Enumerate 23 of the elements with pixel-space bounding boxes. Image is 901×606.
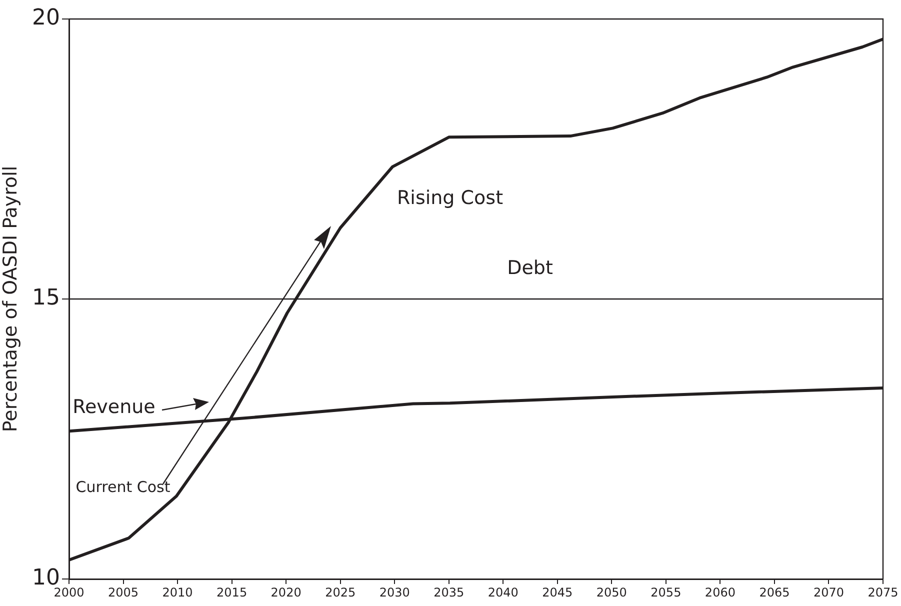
- x-tick-label: 2015: [216, 585, 248, 600]
- y-tick-label: 20: [32, 6, 60, 31]
- x-tick-label: 2060: [704, 585, 736, 600]
- annotation: Revenue: [72, 396, 156, 418]
- x-tick-label: 2000: [54, 585, 84, 600]
- x-tick-label: 2070: [813, 585, 844, 600]
- x-tick-label: 2030: [379, 585, 410, 600]
- y-axis-title: Percentage of OASDI Payroll: [0, 166, 22, 432]
- y-tick-label: 15: [32, 286, 60, 311]
- x-tick-label: 2050: [596, 585, 627, 600]
- x-tick-label: 2020: [270, 585, 302, 600]
- annotation: Current Cost: [76, 478, 170, 496]
- x-tick-label: 2065: [759, 585, 790, 600]
- x-tick-label: 2040: [488, 585, 518, 600]
- annotation: Rising Cost: [396, 186, 504, 209]
- x-tick-label: 2035: [434, 585, 464, 600]
- x-tick-label: 2010: [162, 585, 193, 600]
- x-tick-label: 2025: [325, 585, 356, 600]
- x-tick-label: 2075: [868, 585, 898, 600]
- x-tick-label: 2005: [108, 585, 139, 600]
- x-tick-label: 2055: [650, 585, 682, 600]
- annotation: Debt: [507, 256, 553, 279]
- x-tick-label: 2045: [542, 585, 573, 600]
